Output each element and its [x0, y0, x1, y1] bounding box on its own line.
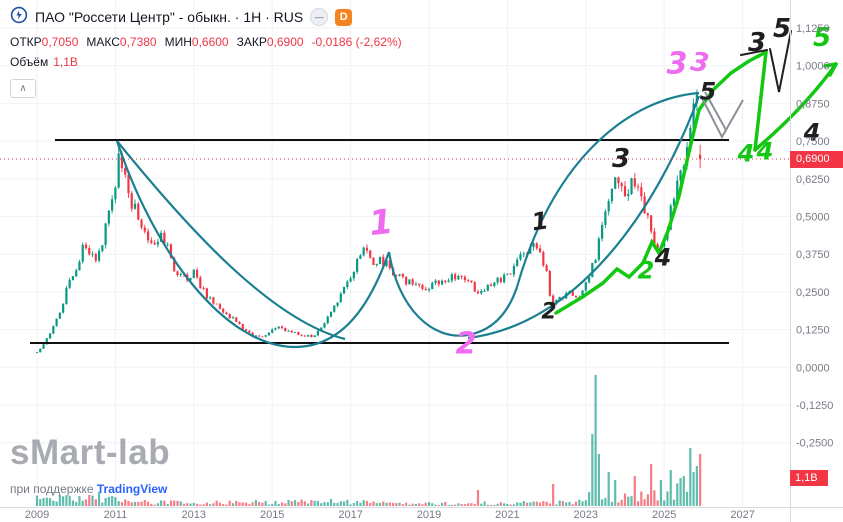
- delayed-data-badge[interactable]: D: [335, 8, 353, 26]
- open-label: ОТКР: [10, 35, 42, 49]
- teal-rise-lower: [467, 95, 701, 340]
- svg-text:1,0000: 1,0000: [796, 61, 830, 73]
- tradingview-link[interactable]: TradingView: [96, 482, 168, 496]
- green-trend: [554, 50, 768, 315]
- svg-text:2009: 2009: [25, 509, 49, 521]
- svg-text:0,6250: 0,6250: [796, 174, 830, 186]
- svg-text:2013: 2013: [182, 509, 206, 521]
- green-wave4-drop: [753, 50, 768, 152]
- svg-text:0,3750: 0,3750: [796, 249, 830, 261]
- instrument-logo: [10, 6, 28, 29]
- svg-text:3: 3: [689, 47, 711, 79]
- svg-text:4: 4: [803, 118, 821, 146]
- svg-text:2021: 2021: [495, 509, 519, 521]
- svg-text:-0,1250: -0,1250: [796, 400, 833, 412]
- svg-text:2027: 2027: [730, 509, 754, 521]
- svg-text:0,5000: 0,5000: [796, 212, 830, 224]
- svg-text:3: 3: [612, 144, 630, 174]
- low-value: 0,6600: [191, 35, 229, 49]
- svg-text:2: 2: [541, 300, 556, 325]
- legend-collapse-button[interactable]: ∧: [10, 79, 36, 98]
- svg-text:3: 3: [667, 47, 688, 82]
- black-zigzag: [769, 30, 792, 93]
- svg-text:4: 4: [737, 139, 755, 167]
- high-value: 0,7380: [119, 35, 157, 49]
- powered-by-line: при поддержке TradingView: [10, 482, 167, 496]
- low-label: МИН: [164, 35, 192, 49]
- teal-rise-upper: [515, 91, 700, 288]
- ohlc-values-row: ОТКР0,7050 МАКС0,7380 МИН0,6600 ЗАКР0,69…: [10, 35, 402, 49]
- gray-zigzag: [700, 95, 744, 140]
- svg-text:2: 2: [456, 327, 477, 362]
- symbol-title-row: ПАО "Россети Центр" - обыкн. · 1Н · RUS …: [10, 6, 402, 29]
- hand-drawn-annotations: [0, 30, 838, 349]
- smartlab-watermark: sMart-lab: [10, 433, 171, 472]
- svg-text:2015: 2015: [260, 509, 284, 521]
- svg-text:1: 1: [530, 206, 550, 236]
- svg-text:0,8750: 0,8750: [796, 98, 830, 110]
- svg-text:2011: 2011: [104, 509, 128, 521]
- close-label: ЗАКР: [236, 35, 267, 49]
- volume-row: Объём 1,1В: [10, 55, 402, 69]
- svg-text:1: 1: [367, 202, 395, 244]
- dash-badge-icon[interactable]: —: [310, 8, 329, 26]
- svg-text:2025: 2025: [652, 509, 676, 521]
- teal-cup-left: [115, 140, 391, 349]
- svg-text:0,2500: 0,2500: [796, 287, 830, 299]
- black-dash: [740, 49, 768, 56]
- svg-text:5: 5: [700, 77, 717, 105]
- green-arrowhead: [823, 62, 838, 77]
- svg-text:0,7500: 0,7500: [796, 136, 830, 148]
- svg-text:-0,2500: -0,2500: [796, 438, 833, 450]
- volume-label: Объём: [10, 55, 49, 69]
- chevron-up-icon: ∧: [19, 83, 27, 94]
- teal-cup-right: [387, 251, 519, 337]
- chart-legend: ПАО "Россети Центр" - обыкн. · 1Н · RUS …: [10, 6, 402, 69]
- svg-text:2017: 2017: [338, 509, 362, 521]
- change-value: -0,0186 (-2,62%): [311, 35, 402, 49]
- svg-text:3: 3: [748, 28, 766, 58]
- volume-value: 1,1В: [53, 55, 78, 69]
- svg-text:0,0000: 0,0000: [796, 362, 830, 374]
- credit-text: при поддержке: [10, 482, 97, 496]
- volume-series: [35, 375, 702, 506]
- svg-text:2: 2: [638, 256, 655, 284]
- high-label: МАКС: [86, 35, 120, 49]
- candlestick-series[interactable]: [35, 89, 702, 354]
- svg-text:2019: 2019: [417, 509, 441, 521]
- teal-downtrend-curve: [116, 140, 346, 341]
- svg-text:0,1250: 0,1250: [796, 325, 830, 337]
- gray-flag-line: [704, 91, 727, 131]
- last-price-badge: 0,6900: [790, 151, 843, 168]
- close-value: 0,6900: [266, 35, 304, 49]
- svg-text:4: 4: [654, 243, 672, 271]
- volume-axis-badge: 1,1В: [790, 470, 828, 486]
- svg-text:2023: 2023: [574, 509, 598, 521]
- svg-text:5: 5: [773, 14, 791, 44]
- svg-text:4: 4: [756, 137, 774, 165]
- svg-text:5: 5: [813, 23, 831, 53]
- open-value: 0,7050: [41, 35, 79, 49]
- svg-text:1,1250: 1,1250: [796, 23, 830, 35]
- symbol-title[interactable]: ПАО "Россети Центр" - обыкн. · 1Н · RUS: [35, 9, 304, 25]
- grid-lines: [0, 0, 790, 507]
